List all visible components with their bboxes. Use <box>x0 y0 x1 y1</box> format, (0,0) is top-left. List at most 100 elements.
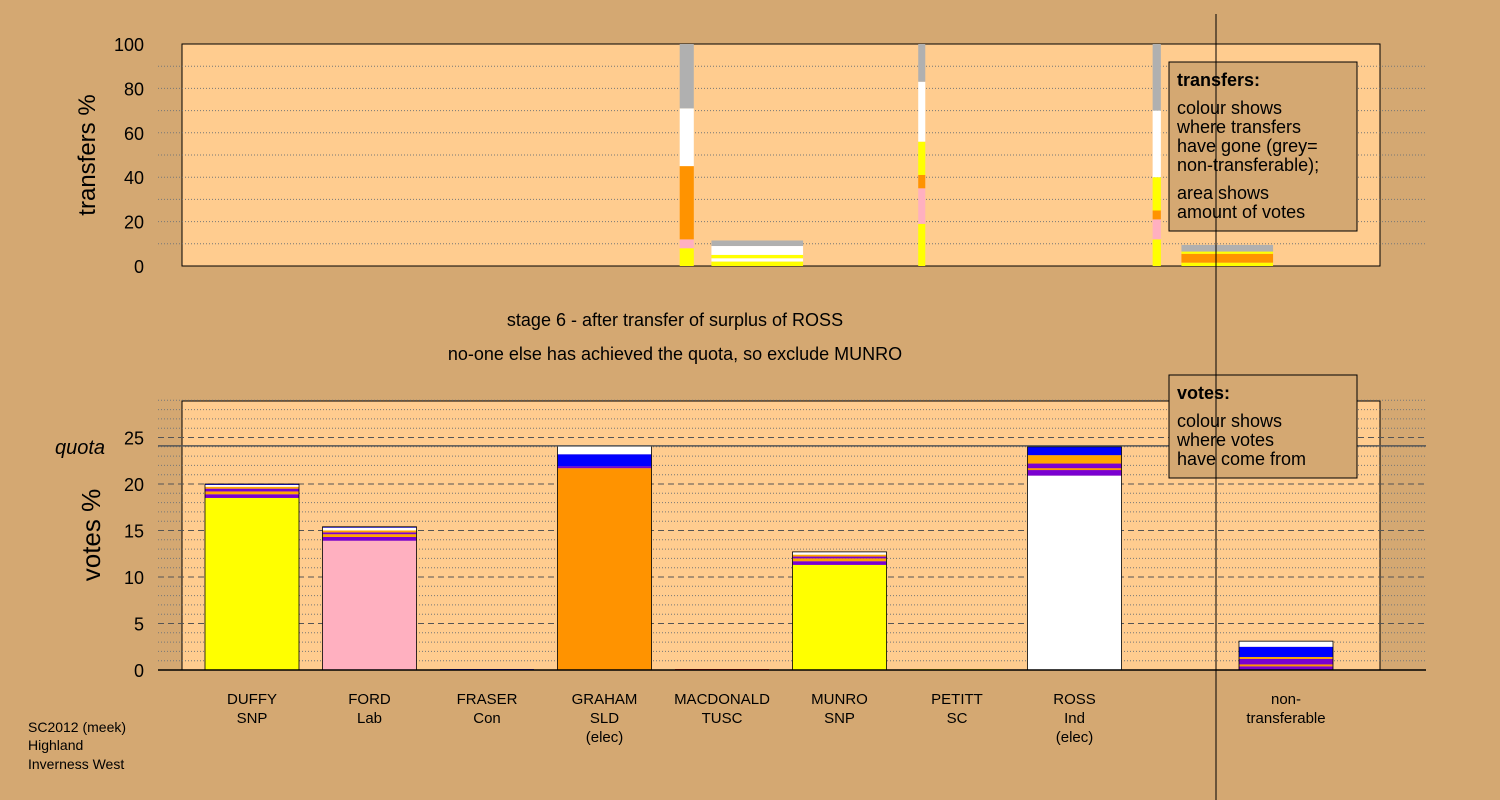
y-tick-label: 100 <box>114 35 144 55</box>
footer-line: SC2012 (meek) <box>28 719 126 735</box>
transfers-legend-line: where transfers <box>1176 117 1301 137</box>
vote-segment <box>792 554 887 557</box>
transfer-segment <box>918 141 926 175</box>
vote-segment <box>322 532 417 535</box>
votes-x-labels: DUFFY SNP FORD Lab FRASER Con GRAHAM SLD (elec) M… <box>227 691 1326 746</box>
transfer-segment <box>1181 253 1274 263</box>
vote-segment <box>1027 475 1122 670</box>
vote-segment <box>1027 468 1122 471</box>
y-tick-label: 15 <box>124 522 144 542</box>
vote-segment <box>1027 455 1122 464</box>
transfers-bars <box>679 44 1274 266</box>
category-label: SLD <box>590 710 619 727</box>
transfer-segment <box>679 108 694 167</box>
category-label: MACDONALD <box>674 691 770 708</box>
category-label: (elec) <box>1056 729 1094 746</box>
transfers-legend-line: non-transferable); <box>1177 155 1319 175</box>
category-label: MUNRO <box>811 691 868 708</box>
category-label: GRAHAM <box>572 691 638 708</box>
transfer-segment <box>1181 251 1274 254</box>
vote-segment <box>557 454 652 467</box>
transfers-legend-title: transfers: <box>1177 70 1260 90</box>
vote-segment <box>205 497 299 670</box>
category-label: Ind <box>1064 710 1085 727</box>
transfers-y-ticks: 0 20 40 60 80 100 <box>114 35 144 277</box>
y-tick-label: 20 <box>124 475 144 495</box>
category-label: SNP <box>824 710 855 727</box>
votes-bars <box>204 445 1334 671</box>
transfer-segment <box>1152 239 1161 266</box>
vote-segment <box>557 466 652 469</box>
vote-segment <box>1027 470 1122 476</box>
transfer-segment <box>1152 177 1161 211</box>
votes-legend-title: votes: <box>1177 383 1230 403</box>
y-tick-label: 25 <box>124 429 144 449</box>
vote-segment <box>205 494 299 498</box>
stage-title: stage 6 - after transfer of surplus of R… <box>507 310 843 330</box>
transfer-segment <box>918 223 926 266</box>
vote-segment <box>205 491 299 495</box>
transfer-segment <box>679 239 694 249</box>
transfer-segment <box>918 174 926 189</box>
y-tick-label: 80 <box>124 79 144 99</box>
category-label: ROSS <box>1053 691 1096 708</box>
category-label: FORD <box>348 691 391 708</box>
votes-y-ticks: 0 5 10 15 20 25 <box>124 429 144 682</box>
footer-line: Inverness West <box>28 756 124 772</box>
vote-segment <box>205 488 299 492</box>
transfer-segment <box>1152 210 1161 220</box>
vote-segment <box>322 540 417 670</box>
vote-segment <box>1027 446 1122 456</box>
transfer-segment <box>679 248 694 266</box>
votes-y-axis-label: votes % <box>76 489 106 582</box>
transfers-y-axis-label: transfers % <box>74 94 101 215</box>
transfer-segment <box>1152 219 1161 240</box>
votes-legend-box <box>1168 374 1358 479</box>
transfers-legend-line: area shows <box>1177 183 1269 203</box>
transfers-legend-line: colour shows <box>1177 98 1282 118</box>
vote-segment <box>322 530 417 533</box>
transfer-segment <box>711 240 804 247</box>
vote-segment <box>205 486 299 489</box>
vote-segment <box>205 484 299 487</box>
category-label: FRASER <box>457 691 518 708</box>
vote-segment <box>1027 463 1122 469</box>
transfers-panel: 0 20 40 60 80 100 transfers % transfers: colo… <box>74 35 1426 277</box>
stage-subtitle: no-one else has achieved the quota, so e… <box>448 344 902 364</box>
vote-segment <box>792 564 887 670</box>
category-label: transferable <box>1246 710 1325 727</box>
category-label: Con <box>473 710 501 727</box>
y-tick-label: 10 <box>124 568 144 588</box>
category-label: SC <box>947 710 968 727</box>
y-tick-label: 40 <box>124 168 144 188</box>
y-tick-label: 0 <box>134 661 144 681</box>
transfers-legend-box <box>1168 61 1358 232</box>
transfer-segment <box>1181 262 1274 266</box>
transfer-segment <box>679 44 694 109</box>
transfers-legend-line: amount of votes <box>1177 202 1305 222</box>
transfer-segment <box>711 246 804 255</box>
votes-legend-line: where votes <box>1176 430 1274 450</box>
category-label: PETITT <box>931 691 983 708</box>
transfer-segment <box>918 188 926 224</box>
vote-segment <box>322 537 417 541</box>
category-label: DUFFY <box>227 691 277 708</box>
transfer-segment <box>679 166 694 240</box>
transfer-segment <box>711 254 804 259</box>
transfer-segment <box>711 261 804 266</box>
vote-segment <box>792 561 887 565</box>
y-tick-label: 60 <box>124 124 144 144</box>
vote-segment <box>1239 656 1333 659</box>
category-label: TUSC <box>702 710 743 727</box>
vote-segment <box>1239 666 1333 670</box>
vote-segment <box>792 551 887 555</box>
votes-legend-line: have come from <box>1177 449 1306 469</box>
category-label: non- <box>1271 691 1301 708</box>
vote-segment <box>792 556 887 559</box>
category-label: (elec) <box>586 729 624 746</box>
transfer-segment <box>918 81 926 142</box>
vote-segment <box>557 445 652 455</box>
votes-panel: 0 5 10 15 20 25 DUFFY SNP FORD Lab FRASER Con GRAHA… <box>55 374 1426 746</box>
y-tick-label: 20 <box>124 213 144 233</box>
